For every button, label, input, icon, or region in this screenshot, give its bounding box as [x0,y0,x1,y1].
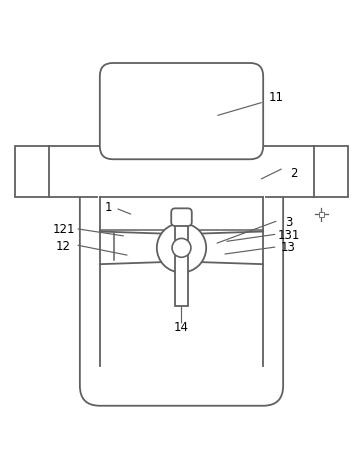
Text: 1: 1 [105,201,113,214]
Circle shape [172,238,191,257]
Text: 121: 121 [52,223,75,236]
Text: 11: 11 [268,91,284,104]
Text: 2: 2 [290,167,298,180]
Text: 131: 131 [277,229,300,242]
Text: 12: 12 [56,239,71,252]
Circle shape [157,223,206,273]
FancyBboxPatch shape [171,208,192,226]
Text: 3: 3 [285,216,292,229]
Text: 14: 14 [174,321,189,334]
FancyBboxPatch shape [100,63,263,159]
Bar [15,146,348,197]
FancyBboxPatch shape [80,177,283,406]
Bar [319,212,324,217]
Text: 13: 13 [281,241,296,254]
Bar [98,194,265,227]
Bar [175,219,188,306]
